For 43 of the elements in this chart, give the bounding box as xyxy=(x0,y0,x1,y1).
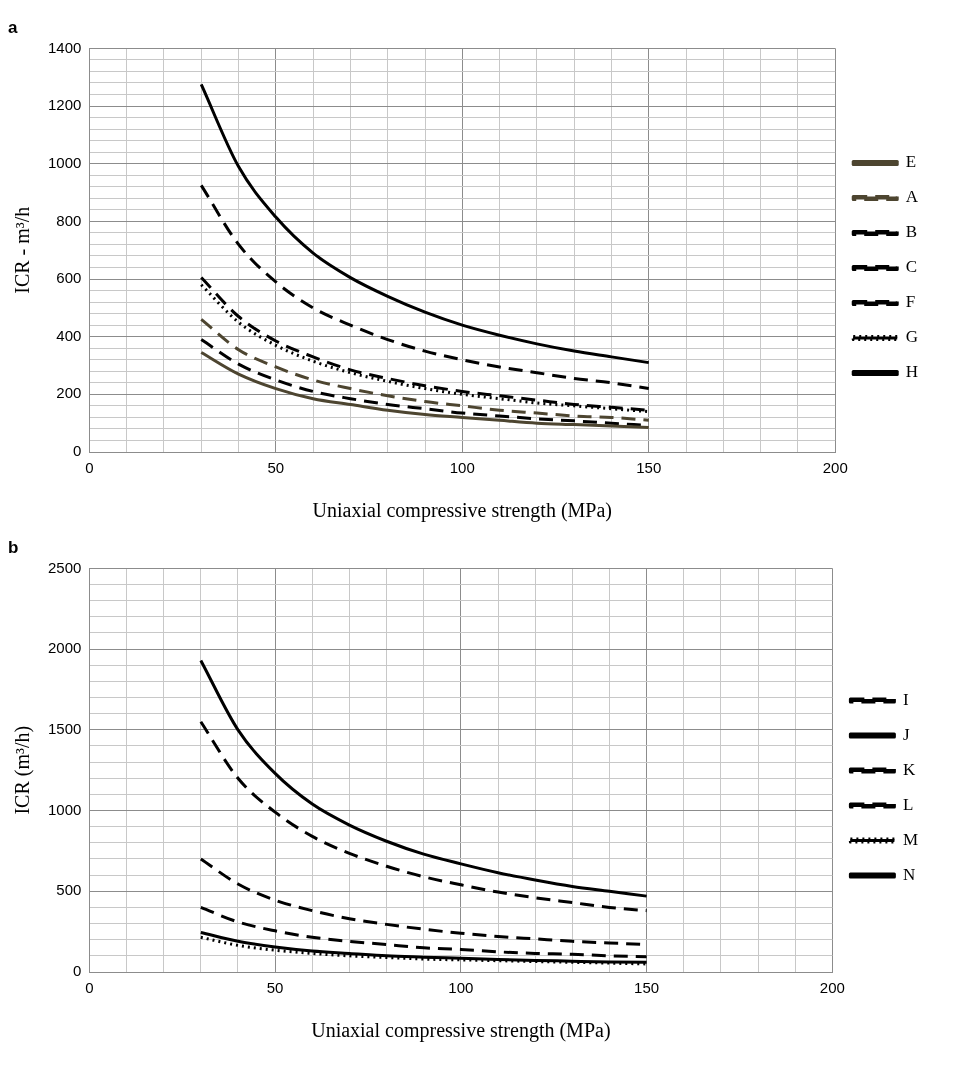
x-tick-label: 150 xyxy=(634,979,660,997)
y-tick-label: 400 xyxy=(56,326,82,344)
legend-label: E xyxy=(905,152,917,172)
x-tick-label: 100 xyxy=(448,979,474,997)
y-tick-label: 1000 xyxy=(47,153,82,171)
x-tick-label: 0 xyxy=(85,459,94,477)
legend-label: C xyxy=(905,257,918,277)
y-tick-label: 800 xyxy=(56,211,82,229)
x-tick-label: 100 xyxy=(449,459,475,477)
x-tick-label: 50 xyxy=(266,979,284,997)
legend-label: L xyxy=(902,794,914,814)
legend-label: K xyxy=(902,759,916,779)
legend-label: F xyxy=(905,292,916,312)
legend-label: A xyxy=(905,187,919,207)
y-tick-label: 1400 xyxy=(47,38,82,56)
y-tick-label: 1000 xyxy=(47,800,82,818)
x-tick-label: 150 xyxy=(636,459,662,477)
x-axis-title: Uniaxial compressive strength (MPa) xyxy=(312,499,612,523)
legend-label: N xyxy=(902,864,916,884)
chart-title: b xyxy=(8,537,19,557)
x-tick-label: 200 xyxy=(819,979,845,997)
chart-title: a xyxy=(8,17,18,37)
y-axis-title: ICR (m³/h) xyxy=(11,725,35,815)
y-axis-title: ICR - m³/h xyxy=(11,206,34,294)
y-tick-label: 600 xyxy=(56,269,82,287)
y-tick-label: 0 xyxy=(73,962,82,980)
y-tick-label: 500 xyxy=(56,881,82,899)
y-tick-label: 0 xyxy=(73,442,82,460)
x-tick-label: 0 xyxy=(85,979,94,997)
x-tick-label: 50 xyxy=(267,459,285,477)
y-tick-label: 2000 xyxy=(47,639,82,657)
x-axis-title: Uniaxial compressive strength (MPa) xyxy=(311,1019,611,1043)
x-tick-label: 200 xyxy=(822,459,848,477)
y-tick-label: 1500 xyxy=(47,719,82,737)
y-tick-label: 2500 xyxy=(47,558,82,576)
y-tick-label: 1200 xyxy=(47,96,82,114)
legend-label: G xyxy=(905,327,918,347)
legend-label: H xyxy=(905,362,918,382)
legend-label: I xyxy=(902,689,909,709)
legend-label: M xyxy=(902,829,919,849)
legend-label: J xyxy=(902,724,910,744)
y-tick-label: 200 xyxy=(56,384,82,402)
legend-label: B xyxy=(905,222,918,242)
